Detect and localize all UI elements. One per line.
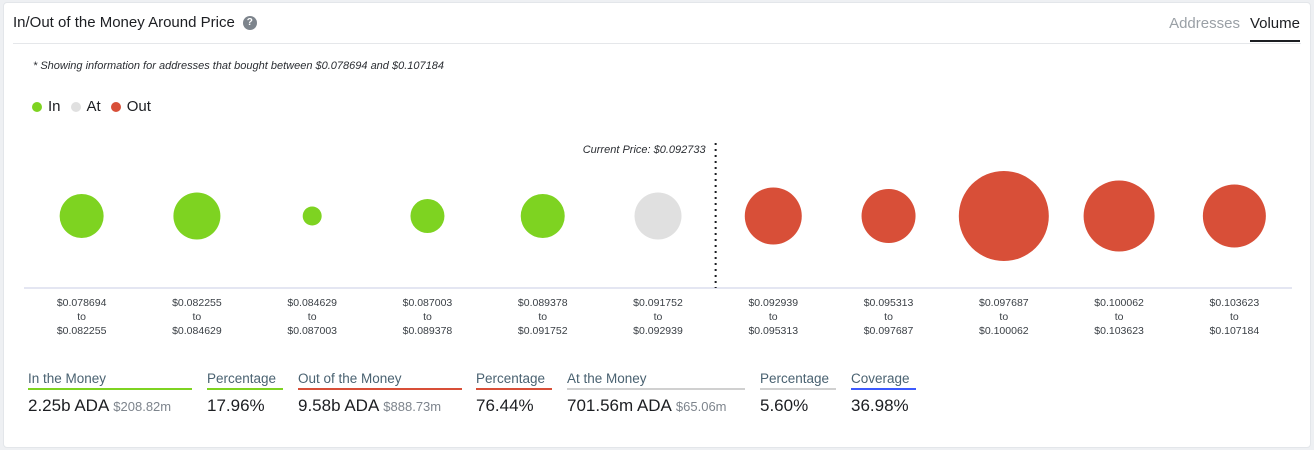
current-price-label: Current Price: $0.092733: [583, 144, 707, 156]
range-label-end: $0.107184: [1210, 325, 1260, 337]
range-label-from: $0.087003: [403, 297, 453, 309]
bubble-out[interactable]: [1202, 184, 1266, 248]
stat-value: 76.44%: [476, 396, 534, 415]
range-note: * Showing information for addresses that…: [33, 60, 444, 72]
range-label-end: $0.092939: [633, 325, 683, 337]
panel-title-text: In/Out of the Money Around Price: [13, 14, 235, 31]
range-label-end: $0.084629: [172, 325, 222, 337]
range-label-end: $0.103623: [1094, 325, 1144, 337]
stat-value-main: 701.56m ADA: [567, 396, 672, 415]
stat-label: In the Money: [28, 371, 192, 390]
view-tabs: Addresses Volume: [1169, 15, 1300, 42]
legend-label-out: Out: [126, 98, 151, 115]
stat-out-percentage: Percentage 76.44%: [476, 371, 552, 416]
stat-at-percentage: Percentage 5.60%: [760, 371, 836, 416]
bubble-out[interactable]: [958, 171, 1049, 261]
legend-dot-in: [32, 101, 42, 112]
stat-coverage: Coverage 36.98%: [851, 371, 916, 416]
legend-label-in: In: [48, 98, 61, 115]
bubble-in[interactable]: [302, 206, 322, 226]
range-label-to: to: [1115, 311, 1124, 323]
range-label-end: $0.089378: [403, 325, 453, 337]
legend-item-at[interactable]: At: [70, 98, 101, 115]
bubble-in[interactable]: [173, 192, 221, 240]
stat-in-percentage: Percentage 17.96%: [207, 371, 283, 416]
stat-value-main: 2.25b ADA: [28, 396, 110, 415]
stat-value-usd: $888.73m: [383, 399, 442, 414]
range-label-to: to: [769, 311, 778, 323]
legend-dot-at: [70, 101, 81, 112]
range-label-end: $0.100062: [979, 325, 1029, 337]
stat-value: 36.98%: [851, 396, 909, 415]
bubble-out[interactable]: [1083, 180, 1155, 252]
bubble-chart-svg: $0.078694 to $0.082255 $0.082255 to $0.084629…: [24, 143, 1292, 337]
range-label-from: $0.092939: [748, 297, 798, 309]
range-label-end: $0.091752: [518, 325, 568, 337]
stat-label: At the Money: [567, 371, 745, 390]
legend-dot-out: [110, 101, 121, 112]
range-label-to: to: [1230, 311, 1239, 323]
range-label-to: to: [884, 311, 893, 323]
stat-label: Percentage: [476, 371, 552, 390]
bubble-out[interactable]: [744, 187, 802, 245]
stat-label: Out of the Money: [298, 371, 462, 390]
tab-volume[interactable]: Volume: [1249, 15, 1300, 42]
range-label-end: $0.087003: [287, 325, 337, 337]
range-label-from: $0.082255: [172, 297, 222, 309]
stat-value-main: 9.58b ADA: [298, 396, 380, 415]
stat-at-the-money: At the Money 701.56m ADA $65.06m: [567, 371, 745, 416]
range-label-from: $0.103623: [1210, 297, 1260, 309]
stat-value: 5.60%: [760, 396, 809, 415]
range-label-end: $0.097687: [864, 325, 914, 337]
stat-out-of-the-money: Out of the Money 9.58b ADA $888.73m: [298, 371, 462, 416]
stat-value: 701.56m ADA $65.06m: [567, 396, 745, 416]
panel-title: In/Out of the Money Around Price ?: [13, 14, 257, 31]
stat-value-usd: $65.06m: [675, 399, 727, 414]
stat-label: Percentage: [207, 371, 283, 390]
range-label-from: $0.095313: [864, 297, 914, 309]
summary-stats: In the Money 2.25b ADA $208.82m Percentag…: [4, 371, 1312, 431]
stat-value-usd: $208.82m: [113, 399, 172, 414]
stat-label: Percentage: [760, 371, 836, 390]
bubble-chart: $0.078694 to $0.082255 $0.082255 to $0.084629…: [4, 133, 1312, 343]
range-label-from: $0.078694: [57, 297, 107, 309]
stat-value: 2.25b ADA $208.82m: [28, 396, 192, 416]
range-label-from: $0.097687: [979, 297, 1029, 309]
bubble-in[interactable]: [59, 194, 104, 238]
range-label-to: to: [193, 311, 202, 323]
bubble-in[interactable]: [410, 199, 445, 233]
stat-label: Coverage: [851, 371, 916, 390]
range-label-from: $0.089378: [518, 297, 568, 309]
bubble-at[interactable]: [634, 192, 682, 240]
chart-legend: In At Out: [32, 98, 151, 115]
range-label-to: to: [77, 311, 86, 323]
range-label-from: $0.084629: [287, 297, 337, 309]
in-out-money-panel: In/Out of the Money Around Price ? Addre…: [3, 2, 1311, 448]
bubble-out[interactable]: [861, 189, 916, 243]
range-label-from: $0.091752: [633, 297, 683, 309]
range-label-to: to: [538, 311, 547, 323]
range-label-end: $0.082255: [57, 325, 107, 337]
range-label-to: to: [654, 311, 663, 323]
header-divider: [13, 43, 1301, 44]
legend-label-at: At: [86, 98, 101, 115]
range-label-to: to: [308, 311, 317, 323]
tab-addresses[interactable]: Addresses: [1169, 15, 1240, 32]
range-label-from: $0.100062: [1094, 297, 1144, 309]
range-label-to: to: [423, 311, 432, 323]
bubble-in[interactable]: [520, 194, 565, 238]
legend-item-in[interactable]: In: [32, 98, 61, 115]
range-label-end: $0.095313: [748, 325, 798, 337]
help-icon[interactable]: ?: [242, 15, 257, 30]
stat-value: 17.96%: [207, 396, 265, 415]
legend-item-out[interactable]: Out: [110, 98, 151, 115]
range-label-to: to: [999, 311, 1008, 323]
stat-value: 9.58b ADA $888.73m: [298, 396, 462, 416]
stat-in-the-money: In the Money 2.25b ADA $208.82m: [28, 371, 192, 416]
